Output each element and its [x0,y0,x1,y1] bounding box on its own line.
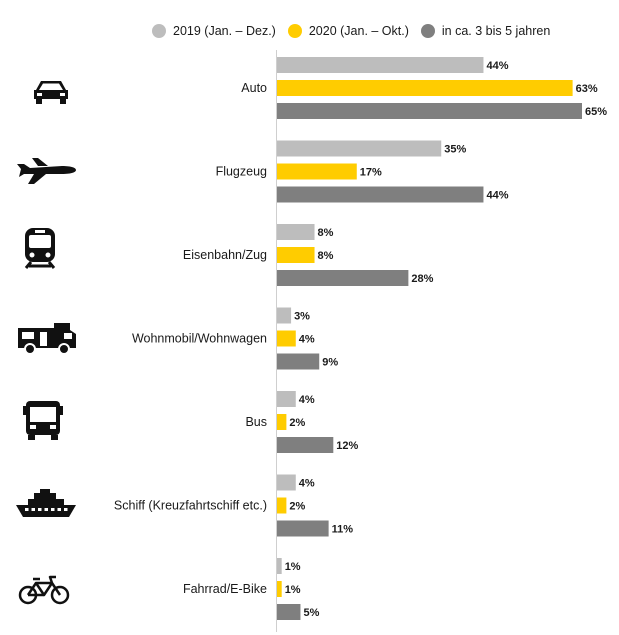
bar [277,353,320,370]
legend-swatch [152,24,166,38]
bar [277,140,442,157]
bar [277,604,301,620]
legend-item: 2020 (Jan. – Okt.) [287,24,409,38]
category-label: Wohnmobil/Wohnwagen [132,332,267,346]
data-label: 35% [444,144,466,156]
ship-icon [16,489,76,517]
data-label: 44% [486,190,508,202]
data-label: 44% [486,60,508,72]
data-label: 65% [585,106,607,118]
data-label: 9% [322,357,338,369]
data-label: 2% [289,501,305,513]
bar [277,330,296,347]
bar [277,414,287,430]
data-label: 4% [299,478,315,490]
data-label: 11% [332,524,354,536]
bicycle-icon [18,575,70,605]
data-label: 17% [360,167,382,179]
data-label: 1% [285,584,301,596]
bar [277,163,357,180]
data-label: 1% [285,561,301,573]
car-icon [34,81,68,104]
category-label: Eisenbahn/Zug [183,248,267,262]
data-label: 12% [336,440,358,452]
data-label: 4% [299,334,315,346]
bar [277,57,484,73]
data-label: 8% [318,250,334,262]
bar [277,474,296,491]
bus-icon [23,401,63,440]
legend-item: 2019 (Jan. – Dez.) [152,24,276,38]
bar [277,520,329,537]
airplane-icon [17,158,76,184]
legend-label: 2019 (Jan. – Dez.) [173,24,276,38]
bar [277,224,315,240]
data-label: 3% [294,311,310,323]
data-label: 4% [299,394,315,406]
legend-item: in ca. 3 bis 5 jahren [420,24,551,38]
data-label: 5% [303,607,319,619]
data-label: 2% [289,417,305,429]
bar [277,186,484,203]
data-label: 8% [318,227,334,239]
legend-swatch [287,24,302,38]
bar [277,270,409,286]
bar [277,437,334,453]
data-label: 63% [576,83,598,95]
category-label: Fahrrad/E-Bike [183,582,267,596]
bar [277,497,287,514]
category-label: Flugzeug [216,165,267,179]
category-label: Bus [245,415,267,429]
bar [277,80,573,96]
bar [277,307,292,324]
bar [277,581,282,597]
legend-swatch [420,24,435,38]
category-label: Auto [241,81,267,95]
legend: 2019 (Jan. – Dez.) 2020 (Jan. – Okt.) in c… [152,22,562,40]
data-label: 28% [411,273,433,285]
category-label: Schiff (Kreuzfahrtschiff etc.) [114,499,267,513]
bar [277,558,282,574]
legend-label: in ca. 3 bis 5 jahren [441,24,551,38]
train-icon [24,228,56,269]
bar [277,103,582,119]
legend-label: 2020 (Jan. – Okt.) [308,24,409,38]
camper-icon [18,323,76,355]
bar [277,391,296,407]
bar [277,247,315,263]
